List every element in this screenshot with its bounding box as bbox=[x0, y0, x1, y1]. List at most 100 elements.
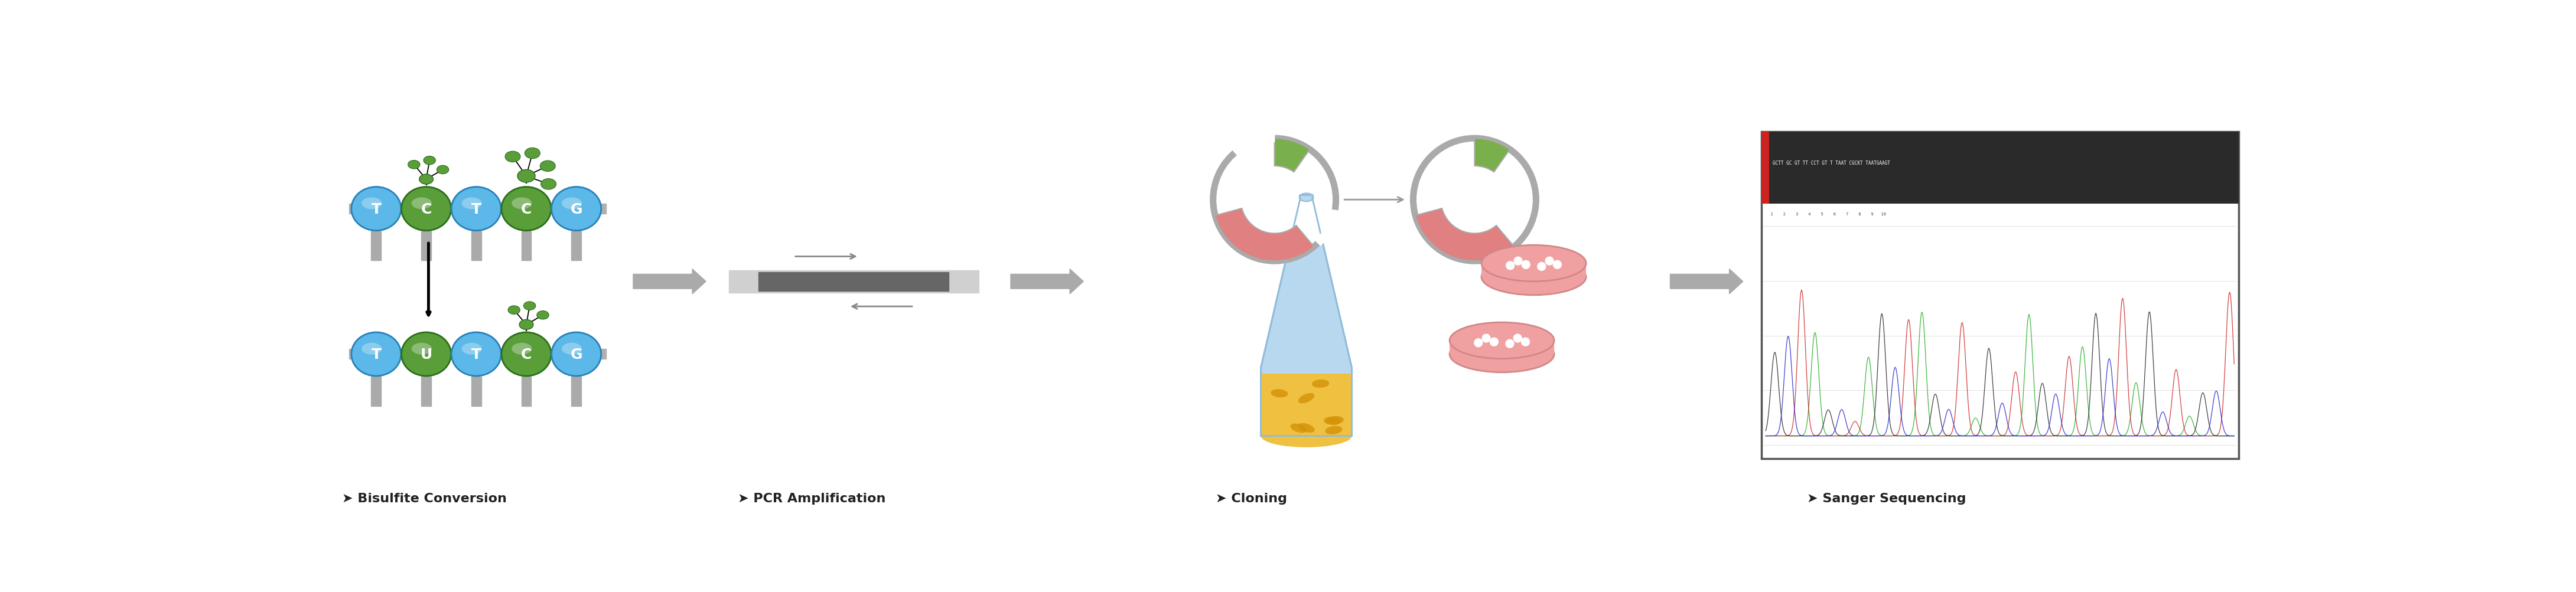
FancyArrow shape bbox=[1669, 269, 1744, 294]
Ellipse shape bbox=[502, 187, 551, 231]
Bar bbox=[422, 231, 430, 261]
Circle shape bbox=[1507, 262, 1515, 270]
Ellipse shape bbox=[451, 333, 502, 376]
Ellipse shape bbox=[350, 333, 402, 376]
Ellipse shape bbox=[1260, 424, 1352, 448]
Text: T: T bbox=[371, 348, 381, 362]
Ellipse shape bbox=[1324, 417, 1342, 425]
Text: ➤ Cloning: ➤ Cloning bbox=[1216, 493, 1288, 504]
Bar bbox=[422, 377, 430, 406]
Bar bbox=[471, 231, 482, 261]
Bar bbox=[471, 377, 482, 406]
Ellipse shape bbox=[551, 187, 600, 231]
Circle shape bbox=[1489, 338, 1499, 346]
Wedge shape bbox=[1414, 209, 1515, 261]
Ellipse shape bbox=[513, 343, 531, 355]
Ellipse shape bbox=[402, 187, 451, 231]
Circle shape bbox=[1515, 257, 1522, 265]
Text: GCTT GC GT TT CCT GT T TAAT CGCKT TAATGAAGT: GCTT GC GT TT CCT GT T TAAT CGCKT TAATGA… bbox=[1772, 160, 1891, 165]
Ellipse shape bbox=[562, 343, 582, 355]
Circle shape bbox=[1414, 139, 1535, 261]
Ellipse shape bbox=[402, 333, 451, 376]
Bar bbox=[572, 377, 582, 406]
Ellipse shape bbox=[541, 179, 556, 190]
Wedge shape bbox=[1216, 209, 1314, 261]
Ellipse shape bbox=[1450, 323, 1553, 359]
Polygon shape bbox=[1234, 135, 1275, 156]
Circle shape bbox=[1538, 263, 1546, 271]
Ellipse shape bbox=[1291, 424, 1306, 433]
Bar bbox=[371, 231, 381, 261]
Circle shape bbox=[1473, 339, 1481, 347]
Ellipse shape bbox=[412, 198, 433, 210]
Bar bbox=[1762, 132, 1770, 204]
Text: ➤ PCR Amplification: ➤ PCR Amplification bbox=[737, 493, 886, 504]
Ellipse shape bbox=[551, 333, 600, 376]
Ellipse shape bbox=[1311, 379, 1329, 388]
Polygon shape bbox=[1316, 210, 1340, 246]
Ellipse shape bbox=[1481, 246, 1587, 282]
Text: G: G bbox=[569, 348, 582, 362]
Text: C: C bbox=[520, 202, 531, 216]
Wedge shape bbox=[1275, 139, 1309, 172]
Ellipse shape bbox=[513, 198, 531, 210]
Ellipse shape bbox=[361, 198, 381, 210]
Ellipse shape bbox=[412, 343, 433, 355]
Ellipse shape bbox=[518, 170, 536, 183]
Ellipse shape bbox=[461, 343, 482, 355]
Ellipse shape bbox=[1298, 393, 1314, 404]
Ellipse shape bbox=[526, 148, 541, 159]
Text: G: G bbox=[569, 202, 582, 216]
Ellipse shape bbox=[523, 302, 536, 310]
Text: U: U bbox=[420, 348, 433, 362]
Ellipse shape bbox=[1450, 336, 1553, 372]
Ellipse shape bbox=[536, 311, 549, 320]
Ellipse shape bbox=[420, 175, 433, 185]
Text: T: T bbox=[471, 202, 482, 216]
Text: C: C bbox=[420, 202, 433, 216]
Ellipse shape bbox=[502, 333, 551, 376]
FancyArrow shape bbox=[634, 269, 706, 294]
Ellipse shape bbox=[1298, 194, 1314, 202]
Text: T: T bbox=[371, 202, 381, 216]
Circle shape bbox=[1515, 334, 1522, 343]
Circle shape bbox=[1504, 340, 1515, 348]
Bar bbox=[520, 377, 531, 406]
Polygon shape bbox=[1450, 341, 1553, 355]
Text: ➤ Bisulfite Conversion: ➤ Bisulfite Conversion bbox=[343, 493, 507, 504]
Ellipse shape bbox=[422, 156, 435, 165]
Bar bbox=[1762, 132, 2239, 459]
Ellipse shape bbox=[562, 198, 582, 210]
Ellipse shape bbox=[541, 161, 556, 172]
Ellipse shape bbox=[505, 152, 520, 162]
Circle shape bbox=[1522, 338, 1530, 346]
Polygon shape bbox=[1260, 195, 1352, 436]
Bar bbox=[729, 271, 979, 293]
Bar bbox=[348, 349, 605, 359]
Text: 1    2    3    4    5    6    7    8    9   10: 1 2 3 4 5 6 7 8 9 10 bbox=[1765, 212, 1886, 215]
Circle shape bbox=[1522, 261, 1530, 269]
Ellipse shape bbox=[1327, 416, 1345, 424]
Circle shape bbox=[1553, 261, 1561, 269]
Bar bbox=[760, 272, 948, 291]
Ellipse shape bbox=[350, 187, 402, 231]
Polygon shape bbox=[1260, 374, 1352, 436]
Circle shape bbox=[1546, 257, 1553, 265]
Ellipse shape bbox=[1298, 423, 1314, 433]
Ellipse shape bbox=[1270, 390, 1288, 398]
Ellipse shape bbox=[520, 320, 533, 330]
Ellipse shape bbox=[1481, 259, 1587, 295]
Bar bbox=[348, 204, 605, 214]
Bar bbox=[371, 377, 381, 406]
Ellipse shape bbox=[1324, 426, 1342, 435]
FancyArrow shape bbox=[1010, 269, 1084, 294]
Wedge shape bbox=[1473, 139, 1510, 172]
Ellipse shape bbox=[361, 343, 381, 355]
Ellipse shape bbox=[461, 198, 482, 210]
Polygon shape bbox=[1481, 263, 1587, 277]
Ellipse shape bbox=[407, 160, 420, 169]
Bar bbox=[1762, 132, 2239, 204]
Circle shape bbox=[1481, 334, 1492, 343]
Ellipse shape bbox=[451, 187, 502, 231]
Circle shape bbox=[1213, 139, 1337, 261]
